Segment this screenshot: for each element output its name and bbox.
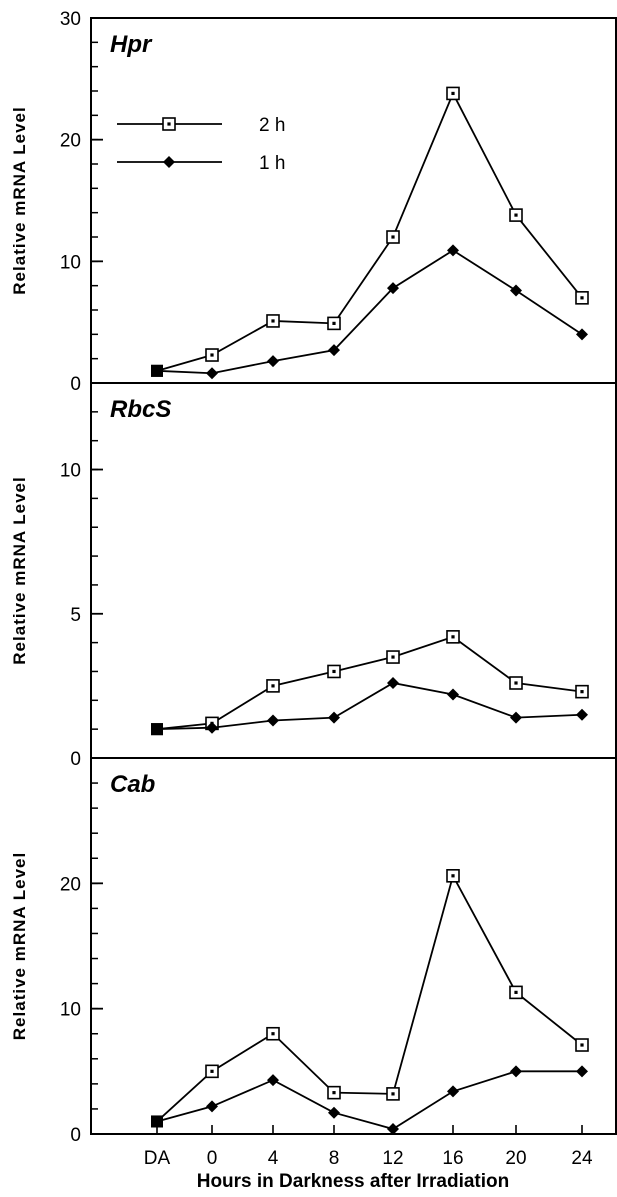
marker-open-square-center	[332, 321, 336, 325]
panel-frame	[90, 17, 617, 384]
series-line	[156, 91, 583, 372]
legend-label: 1 h	[259, 153, 285, 174]
marker-filled-diamond	[510, 284, 522, 297]
marker-filled-diamond	[447, 688, 459, 701]
marker-filled-square	[151, 364, 163, 377]
marker-filled-diamond	[447, 244, 459, 257]
marker-open-square-center	[580, 296, 584, 300]
marker-open-square-center	[391, 235, 395, 239]
marker-open-square-center	[451, 874, 455, 878]
series-line	[156, 635, 583, 731]
y-tick-label: 10	[60, 461, 81, 482]
series-line	[156, 682, 583, 731]
marker-filled-diamond	[267, 355, 279, 368]
panel-title: Cab	[110, 771, 155, 798]
marker-filled-diamond	[267, 714, 279, 727]
y-tick-label: 0	[70, 374, 81, 395]
y-axis-label: Relative mRNA Level	[10, 476, 29, 664]
legend-item: 2 h	[117, 115, 285, 136]
y-axis-label: Relative mRNA Level	[10, 106, 29, 294]
marker-open-square-center	[391, 1092, 395, 1096]
marker-open-square-center	[514, 681, 518, 685]
marker-filled-diamond	[206, 367, 218, 380]
marker-filled-diamond	[267, 1074, 279, 1087]
marker-open-square-center	[210, 353, 214, 357]
marker-open-square-center	[271, 684, 275, 688]
marker-open-square-center	[167, 122, 171, 126]
y-axis-label: Relative mRNA Level	[10, 852, 29, 1040]
series-2-h	[151, 86, 589, 377]
y-tick-label: 0	[70, 749, 81, 770]
marker-filled-diamond	[576, 328, 588, 341]
legend: 2 h 1 h	[117, 115, 285, 174]
marker-filled-diamond	[510, 1065, 522, 1078]
y-tick-label: 20	[60, 131, 81, 152]
marker-filled-diamond	[163, 156, 175, 168]
marker-filled-diamond	[447, 1085, 459, 1098]
series-1-h	[151, 244, 588, 380]
chart-panel-hpr: 0 10 20 30 Relative mRNA Level Hpr	[10, 9, 617, 395]
panel-title: RbcS	[110, 396, 171, 423]
panel-title: Hpr	[110, 31, 153, 58]
x-tick-label: 0	[207, 1148, 218, 1169]
marker-filled-diamond	[387, 282, 399, 295]
x-tick-label: 16	[442, 1148, 463, 1169]
x-tick-label: 20	[505, 1148, 526, 1169]
series-1-h	[151, 1065, 588, 1135]
marker-filled-diamond	[576, 1065, 588, 1078]
marker-open-square-center	[332, 1091, 336, 1095]
x-tick-label: 8	[329, 1148, 340, 1169]
panel-frame	[90, 757, 617, 1135]
marker-filled-square	[151, 1115, 163, 1128]
y-tick-label: 10	[60, 252, 81, 273]
chart-panel-rbcs: 0 5 10 Relative mRNA Level RbcS	[10, 382, 617, 770]
y-tick-label: 10	[60, 1000, 81, 1021]
series-line	[156, 249, 583, 375]
y-tick-label: 0	[70, 1125, 81, 1146]
marker-filled-diamond	[576, 708, 588, 721]
marker-open-square-center	[451, 635, 455, 639]
marker-open-square-center	[271, 1032, 275, 1036]
x-axis-label: Hours in Darkness after Irradiation	[197, 1171, 510, 1192]
chart-panel-cab: 0 10 20 DA 0 4 8 12 16 20 24 Relative mRNA Level Cab	[10, 757, 617, 1169]
series-1-h	[151, 677, 588, 736]
series-line	[156, 1070, 582, 1130]
legend-label: 2 h	[259, 115, 285, 136]
x-tick-label: DA	[144, 1148, 171, 1169]
marker-open-square-center	[580, 690, 584, 694]
marker-open-square-center	[210, 1069, 214, 1073]
x-tick-label: 4	[268, 1148, 279, 1169]
marker-open-square-center	[514, 990, 518, 994]
y-tick-label: 30	[60, 9, 81, 30]
marker-filled-diamond	[328, 344, 340, 357]
marker-filled-diamond	[387, 1122, 399, 1135]
marker-filled-diamond	[510, 711, 522, 724]
legend-item: 1 h	[117, 153, 285, 174]
series-2-h	[151, 630, 589, 736]
panel-frame	[90, 382, 617, 759]
y-tick-label: 20	[60, 874, 81, 895]
marker-filled-diamond	[206, 721, 218, 734]
marker-filled-diamond	[206, 1100, 218, 1113]
marker-open-square-center	[514, 213, 518, 217]
marker-filled-diamond	[328, 1106, 340, 1119]
y-tick-label: 5	[70, 605, 81, 626]
series-2-h	[151, 869, 589, 1128]
x-tick-label: 12	[382, 1148, 403, 1169]
series-line	[156, 873, 583, 1123]
marker-open-square-center	[391, 655, 395, 659]
marker-open-square-center	[580, 1043, 584, 1047]
marker-filled-square	[151, 723, 163, 736]
marker-open-square-center	[332, 669, 336, 674]
marker-open-square-center	[451, 91, 455, 96]
marker-filled-diamond	[387, 677, 399, 689]
marker-filled-diamond	[328, 711, 340, 724]
x-tick-label: 24	[571, 1148, 593, 1169]
marker-open-square-center	[271, 319, 275, 323]
